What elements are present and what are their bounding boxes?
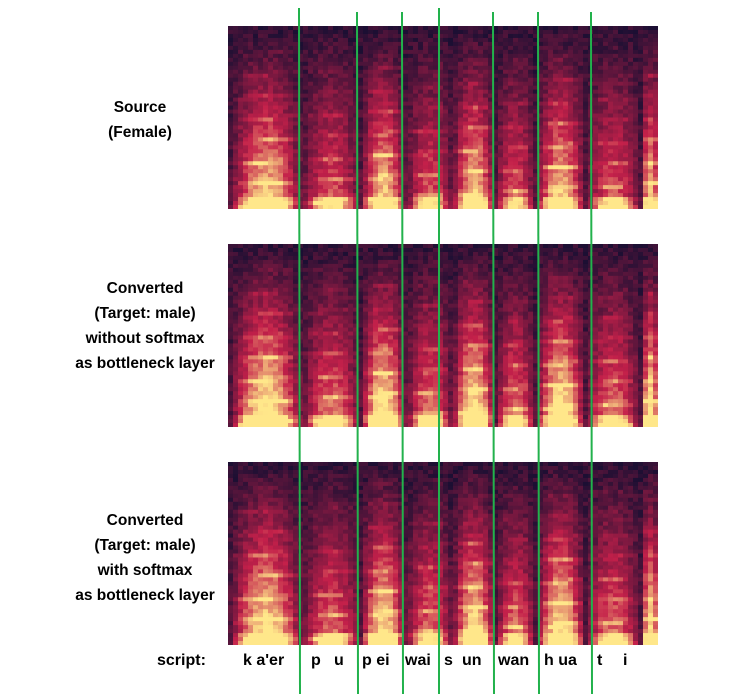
syllable-p-ei: p ei bbox=[362, 652, 390, 669]
conv1-label-line-2: (Target: male) bbox=[94, 305, 196, 322]
conv1-label-line-4: as bottleneck layer bbox=[75, 355, 215, 372]
syllable-un: un bbox=[462, 652, 482, 669]
boundary-line-3 bbox=[401, 11, 404, 694]
conv2-label-line-2: (Target: male) bbox=[94, 537, 196, 554]
converted-with-softmax-label: Converted (Target: male) with softmax as… bbox=[55, 508, 235, 608]
boundary-line-7 bbox=[590, 11, 593, 694]
syllable-s: s bbox=[444, 652, 453, 669]
syllable-i: i bbox=[623, 652, 628, 669]
conv2-label-line-3: with softmax bbox=[97, 562, 193, 579]
converted-without-softmax-label: Converted (Target: male) without softmax… bbox=[55, 276, 235, 376]
syllable-ka-er: k a'er bbox=[243, 652, 285, 669]
source-label-line-1: Source bbox=[113, 99, 167, 116]
source-label-line-2: (Female) bbox=[108, 124, 172, 141]
script-label: script: bbox=[157, 652, 206, 669]
syllable-wan: wan bbox=[498, 652, 530, 669]
syllable-wai: wai bbox=[405, 652, 431, 669]
conv2-label-line-1: Converted bbox=[106, 512, 184, 529]
syllable-t: t bbox=[597, 652, 603, 669]
boundary-line-1 bbox=[298, 7, 301, 694]
boundary-line-2 bbox=[356, 11, 359, 694]
boundary-line-6 bbox=[537, 11, 540, 694]
conv2-label-line-4: as bottleneck layer bbox=[75, 587, 215, 604]
conv1-label-line-3: without softmax bbox=[85, 330, 205, 347]
syllable-p: p bbox=[311, 652, 321, 669]
syllable-h-ua: h ua bbox=[544, 652, 577, 669]
syllable-u: u bbox=[334, 652, 344, 669]
boundary-line-5 bbox=[492, 11, 495, 694]
source-label: Source (Female) bbox=[60, 95, 220, 145]
conv1-label-line-1: Converted bbox=[106, 280, 184, 297]
